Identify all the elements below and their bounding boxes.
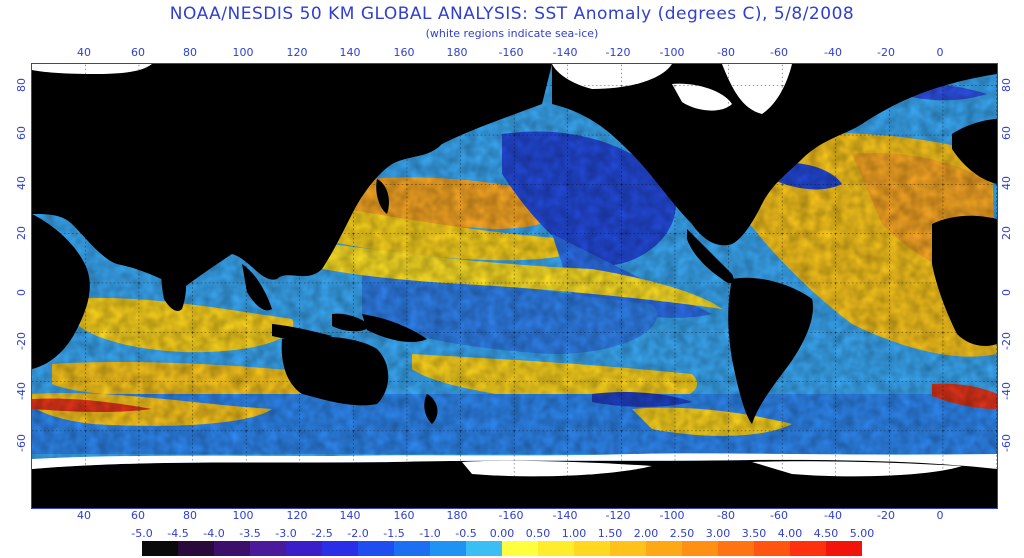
legend-label: 0.50: [525, 527, 551, 540]
legend-label: 1.50: [597, 527, 623, 540]
lon-tick: 180: [446, 46, 468, 59]
legend-label: -5.0: [131, 527, 153, 540]
legend-label: -1.5: [383, 527, 405, 540]
legend-label: 1.00: [561, 527, 587, 540]
legend-swatch: [610, 541, 646, 556]
legend-label: 4.00: [777, 527, 803, 540]
lon-tick: 40: [77, 509, 91, 522]
legend-swatch: [502, 541, 538, 556]
legend-swatch: [250, 541, 286, 556]
legend-label: 2.50: [669, 527, 695, 540]
lat-tick: 80: [1000, 78, 1013, 92]
lon-tick: -120: [605, 46, 631, 59]
map-title: NOAA/NESDIS 50 KM GLOBAL ANALYSIS: SST A…: [169, 4, 855, 24]
lat-tick: 60: [1000, 126, 1013, 140]
map-subtitle: (white regions indicate sea-ice): [425, 27, 599, 40]
lon-tick: -100: [659, 46, 685, 59]
legend-swatch: [646, 541, 682, 556]
lat-tick: 40: [1000, 176, 1013, 190]
lat-tick: 40: [15, 176, 28, 190]
lon-tick: -140: [552, 509, 578, 522]
lat-tick: -20: [1000, 332, 1013, 350]
legend-label: 3.50: [741, 527, 767, 540]
lon-tick: 140: [339, 509, 361, 522]
legend-swatch: [754, 541, 790, 556]
lon-tick: -120: [605, 509, 631, 522]
legend-label: 0.00: [489, 527, 515, 540]
legend-swatch: [682, 541, 718, 556]
legend-swatch: [214, 541, 250, 556]
legend-label: -1.0: [419, 527, 441, 540]
legend-swatch: [358, 541, 394, 556]
lon-tick: -140: [552, 46, 578, 59]
legend-label: 2.00: [633, 527, 659, 540]
legend-swatch: [430, 541, 466, 556]
lon-tick: -40: [824, 509, 842, 522]
lon-tick: -100: [659, 509, 685, 522]
legend-label: 3.00: [705, 527, 731, 540]
legend-swatch: [538, 541, 574, 556]
lon-tick: 120: [286, 46, 308, 59]
legend-swatch: [178, 541, 214, 556]
lon-tick: 80: [183, 46, 197, 59]
lon-tick: 60: [131, 46, 145, 59]
lat-tick: 0: [15, 289, 28, 296]
lat-tick: 20: [1000, 226, 1013, 240]
legend-swatch: [718, 541, 754, 556]
lon-tick: -60: [770, 509, 788, 522]
sst-anomaly-map: [31, 63, 998, 509]
lon-tick: 100: [232, 46, 254, 59]
legend-label: -3.5: [239, 527, 261, 540]
legend-swatch: [394, 541, 430, 556]
lon-tick: 0: [936, 46, 944, 59]
lat-tick: -40: [1000, 382, 1013, 400]
lon-tick: -40: [824, 46, 842, 59]
lon-tick: -80: [717, 46, 735, 59]
legend-label: -2.5: [311, 527, 333, 540]
color-scale-legend: [142, 541, 862, 556]
legend-swatch: [790, 541, 826, 556]
legend-labels: -5.0 -4.5 -4.0 -3.5 -3.0 -2.5 -2.0 -1.5 -1.0 -0.5…: [131, 527, 875, 541]
lon-tick: -160: [498, 509, 524, 522]
legend-label: -4.5: [167, 527, 189, 540]
lon-tick: 160: [393, 46, 415, 59]
lon-tick: -60: [770, 46, 788, 59]
lon-tick: 40: [77, 46, 91, 59]
lat-tick: -60: [1000, 434, 1013, 452]
legend-label: -0.5: [455, 527, 477, 540]
lat-tick: -40: [15, 382, 28, 400]
legend-swatch: [574, 541, 610, 556]
lat-tick: 20: [15, 226, 28, 240]
legend-swatch: [322, 541, 358, 556]
lon-tick: 120: [286, 509, 308, 522]
legend-swatch: [142, 541, 178, 556]
legend-label: 5.00: [849, 527, 875, 540]
lon-tick: -20: [877, 46, 895, 59]
lat-tick: 80: [15, 78, 28, 92]
lat-tick: 60: [15, 126, 28, 140]
legend-label: -4.0: [203, 527, 225, 540]
graticule: [32, 64, 997, 508]
legend-label: 4.50: [813, 527, 839, 540]
lon-tick: 0: [936, 509, 944, 522]
lon-tick: 160: [393, 509, 415, 522]
lon-tick: -20: [877, 509, 895, 522]
lon-tick: 60: [131, 509, 145, 522]
lat-tick: 0: [1000, 289, 1013, 296]
legend-swatch: [286, 541, 322, 556]
map-svg: [32, 64, 997, 508]
lat-tick: -60: [15, 434, 28, 452]
legend-label: -3.0: [275, 527, 297, 540]
legend-label: -2.0: [347, 527, 369, 540]
lon-tick: 80: [183, 509, 197, 522]
lon-tick: -80: [717, 509, 735, 522]
lon-tick: 100: [232, 509, 254, 522]
legend-swatch: [826, 541, 862, 556]
lon-tick: 140: [339, 46, 361, 59]
lon-tick: 180: [446, 509, 468, 522]
lat-tick: -20: [15, 332, 28, 350]
lon-tick: -160: [498, 46, 524, 59]
legend-swatch: [466, 541, 502, 556]
